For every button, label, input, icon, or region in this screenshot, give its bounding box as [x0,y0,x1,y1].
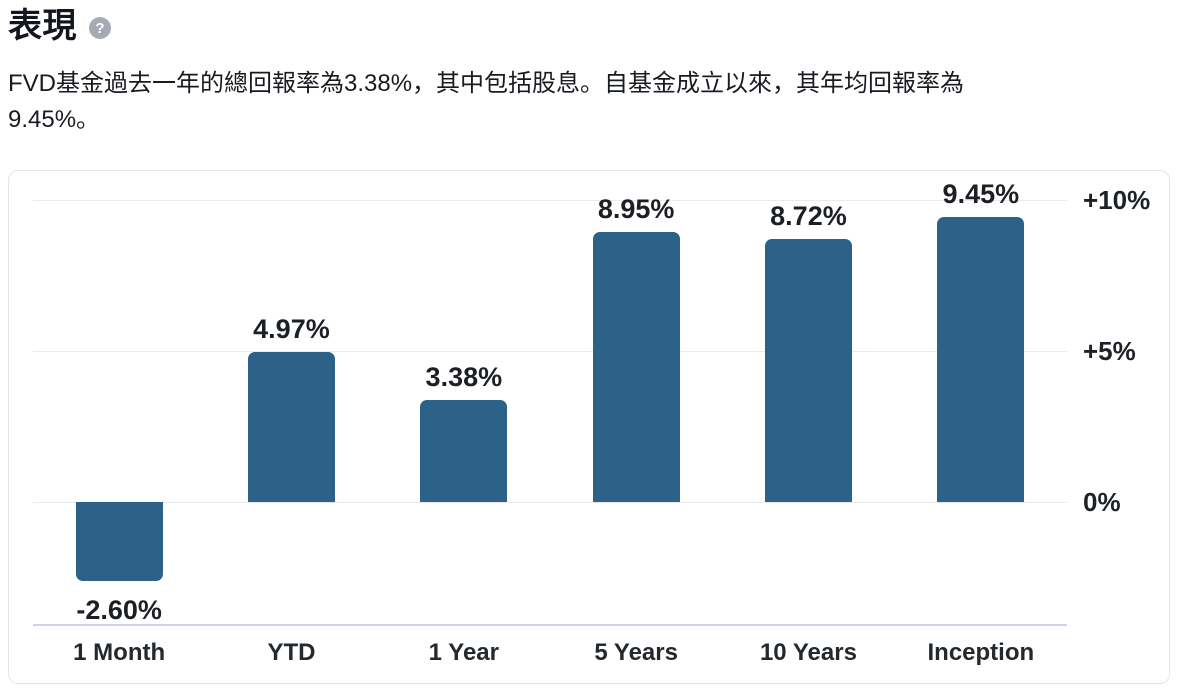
gridline [33,200,1067,201]
bar-10-years [765,238,852,502]
bar-value-label: 4.97% [253,313,330,344]
bar-1-month [75,502,163,581]
bar-value-label: 9.45% [942,178,1020,209]
bar-value-label: 8.72% [770,200,847,231]
performance-summary: FVD基金過去一年的總回報率為3.38%，其中包括股息。自基金成立以來，其年均回… [8,66,1158,138]
section-header: 表現 ? [8,6,1172,46]
bar-inception [937,216,1025,502]
bar-value-label: 3.38% [425,361,503,392]
bar-1-year [420,399,508,502]
performance-chart-card: +10% +5% 0% -2.60% 1 Month 4.97% YTD 3.38% 1 Yea… [8,170,1170,684]
x-axis-label: 10 Years [759,639,857,666]
bar-value-label: -2.60% [76,594,162,625]
bar-ytd [248,351,335,502]
x-axis-label: YTD [267,639,316,666]
x-axis-line [33,624,1067,626]
summary-line-1: FVD基金過去一年的總回報率為3.38%，其中包括股息。自基金成立以來，其年均回… [8,70,965,97]
y-axis-tick-label: +5% [1083,336,1136,366]
x-axis-label: 1 Year [428,639,499,666]
summary-line-2: 9.45%。 [8,106,101,133]
x-axis-label: 5 Years [594,639,678,666]
help-icon[interactable]: ? [89,17,111,39]
x-axis-label: Inception [927,639,1035,666]
y-axis-tick-label: 0% [1083,487,1121,517]
y-axis-tick-label: +10% [1083,185,1151,215]
gridline [33,502,1067,503]
page-title: 表現 [8,7,77,45]
bar-5-years [592,231,680,502]
x-axis-label: 1 Month [73,639,166,666]
gridline [33,351,1067,352]
question-mark-glyph: ? [95,19,105,37]
bar-value-label: 8.95% [597,193,675,224]
